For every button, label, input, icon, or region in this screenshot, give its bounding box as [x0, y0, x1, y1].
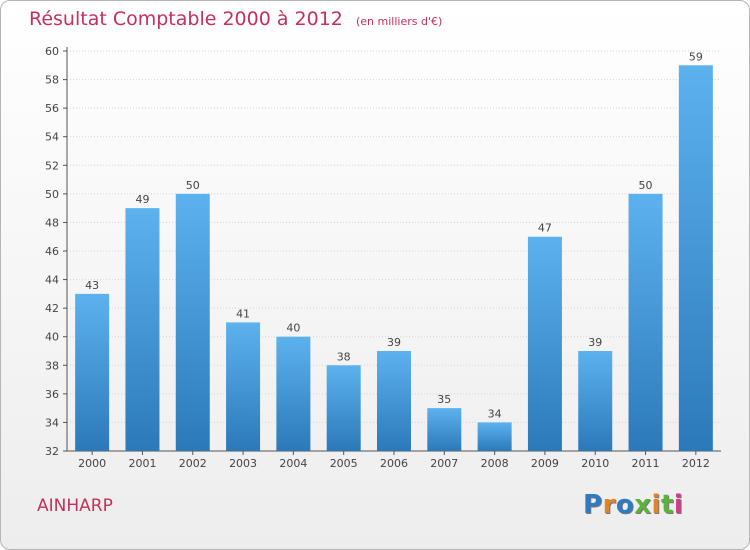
- y-tick-label: 32: [45, 445, 59, 458]
- chart-subtitle: (en milliers d'€): [355, 15, 443, 28]
- x-tick-label: 2000: [78, 457, 106, 470]
- data-label: 43: [85, 279, 99, 292]
- y-tick-label: 34: [45, 416, 59, 429]
- bar: [326, 365, 361, 451]
- data-label: 41: [236, 307, 250, 320]
- y-tick-label: 36: [45, 388, 59, 401]
- data-label: 35: [437, 393, 451, 406]
- chart-title: Résultat Comptable 2000 à 2012: [29, 8, 343, 30]
- bar: [226, 322, 261, 451]
- data-label: 49: [135, 193, 149, 206]
- y-tick-label: 48: [45, 216, 59, 229]
- x-tick-label: 2010: [581, 457, 609, 470]
- x-tick-label: 2011: [632, 457, 660, 470]
- logo-letter: r: [602, 490, 616, 520]
- bar: [628, 193, 663, 451]
- y-tick-label: 52: [45, 159, 59, 172]
- logo-letter: i: [673, 490, 684, 520]
- bar: [75, 293, 110, 451]
- x-tick-label: 2002: [179, 457, 207, 470]
- labels: 32 34 36 38 40 42 44 46 48 50 52 54 56 58 60 43 2000 49 20…: [45, 45, 710, 470]
- y-tick-label: 46: [45, 245, 59, 258]
- data-label: 47: [538, 222, 552, 235]
- y-tick-label: 50: [45, 188, 59, 201]
- bar: [427, 408, 462, 451]
- y-tick-label: 58: [45, 74, 59, 87]
- y-tick-label: 38: [45, 359, 59, 372]
- x-tick-label: 2004: [279, 457, 307, 470]
- title-row: Résultat Comptable 2000 à 2012 (en milli…: [29, 8, 442, 30]
- y-tick-label: 54: [45, 131, 59, 144]
- data-label: 40: [286, 322, 300, 335]
- logo-letter: x: [634, 490, 652, 520]
- bar: [175, 193, 210, 451]
- x-tick-label: 2008: [481, 457, 509, 470]
- x-tick-label: 2007: [430, 457, 458, 470]
- logo-letter: t: [660, 490, 674, 520]
- bar: [578, 351, 613, 451]
- data-label: 38: [337, 350, 351, 363]
- y-tick-label: 44: [45, 274, 59, 287]
- bar: [276, 336, 311, 451]
- data-label: 39: [588, 336, 602, 349]
- data-label: 50: [639, 179, 653, 192]
- logo-letter: i: [651, 490, 661, 520]
- y-tick-label: 42: [45, 302, 59, 315]
- x-tick-label: 2012: [682, 457, 710, 470]
- y-tick-label: 56: [45, 102, 59, 115]
- x-tick-label: 2006: [380, 457, 408, 470]
- commune-name: AINHARP: [37, 496, 113, 516]
- data-label: 34: [488, 407, 502, 420]
- bars: [75, 65, 713, 452]
- x-tick-label: 2001: [128, 457, 156, 470]
- x-tick-label: 2003: [229, 457, 257, 470]
- bar: [527, 236, 562, 451]
- bar: [477, 422, 512, 451]
- proxiti-logo: Proxiti: [583, 490, 683, 520]
- bar: [377, 351, 411, 451]
- x-tick-label: 2005: [330, 457, 358, 470]
- bar: [125, 208, 160, 451]
- data-label: 59: [689, 50, 703, 63]
- bar: [678, 65, 713, 452]
- logo-letter: o: [615, 490, 635, 520]
- y-tick-label: 40: [45, 331, 59, 344]
- y-tick-label: 60: [45, 45, 59, 58]
- data-label: 39: [387, 336, 401, 349]
- logo-letter: P: [583, 490, 603, 520]
- x-tick-label: 2009: [531, 457, 559, 470]
- data-label: 50: [186, 179, 200, 192]
